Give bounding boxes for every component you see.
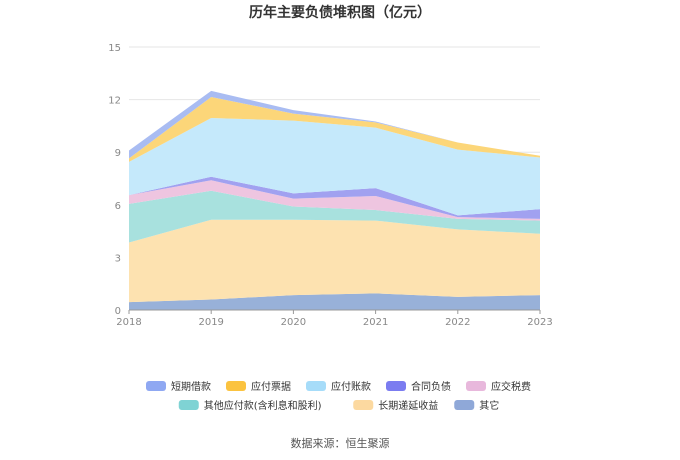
legend-item[interactable]: 其它 — [454, 399, 499, 412]
legend-swatch — [306, 381, 326, 391]
legend-label: 长期递延收益 — [378, 399, 438, 412]
legend-swatch — [226, 381, 246, 391]
legend-label: 应付账款 — [331, 380, 371, 393]
area-1 — [129, 219, 540, 303]
x-tick-label: 2018 — [116, 317, 141, 328]
legend-label: 应交税费 — [491, 380, 531, 393]
area-6 — [129, 96, 540, 162]
chart-title: 历年主要负债堆积图（亿元） — [249, 4, 431, 21]
legend-item[interactable]: 应交税费 — [466, 380, 531, 393]
legend-swatch — [146, 381, 166, 391]
legend-swatch — [353, 400, 374, 410]
legend-label: 其他应付款(含利息和股利) — [204, 399, 322, 412]
legend-item[interactable]: 应付账款 — [306, 380, 371, 393]
legend-swatch — [386, 381, 406, 391]
area-0 — [129, 293, 540, 310]
x-tick-label: 2019 — [198, 317, 223, 328]
legend-label: 短期借款 — [171, 380, 211, 393]
x-tick-label: 2021 — [363, 317, 388, 328]
y-tick-label: 3 — [115, 253, 121, 264]
y-tick-label: 0 — [115, 306, 121, 317]
axes: 2018 2019 2020 2021 2022 2023 — [116, 309, 553, 328]
legend-swatch — [454, 400, 475, 410]
x-tick-label: 2023 — [527, 317, 552, 328]
area-5 — [129, 118, 540, 216]
legend-label: 其它 — [479, 399, 499, 412]
legend-item[interactable]: 长期递延收益 — [353, 399, 438, 412]
legend-item[interactable]: 合同负债 — [386, 380, 451, 393]
y-tick-label: 6 — [115, 201, 121, 212]
area-4 — [129, 176, 540, 219]
legend-item[interactable]: 短期借款 — [146, 380, 211, 393]
legend-swatch — [466, 381, 486, 391]
area-series — [129, 90, 540, 310]
area-2 — [129, 190, 540, 243]
y-tick-label: 12 — [108, 96, 121, 107]
x-tick-label: 2020 — [281, 317, 306, 328]
legend-swatch — [178, 400, 199, 410]
legend-label: 应付票据 — [251, 380, 291, 393]
data-source-note: 数据来源：恒生聚源 — [291, 436, 390, 450]
y-tick-label: 15 — [108, 43, 121, 54]
legend-item[interactable]: 应付票据 — [226, 380, 291, 393]
x-tick-label: 2022 — [445, 317, 470, 328]
y-tick-label: 9 — [115, 148, 121, 159]
legend-item[interactable]: 其他应付款(含利息和股利) — [178, 399, 322, 412]
legend-label: 合同负债 — [411, 380, 451, 393]
area-3 — [129, 180, 540, 221]
